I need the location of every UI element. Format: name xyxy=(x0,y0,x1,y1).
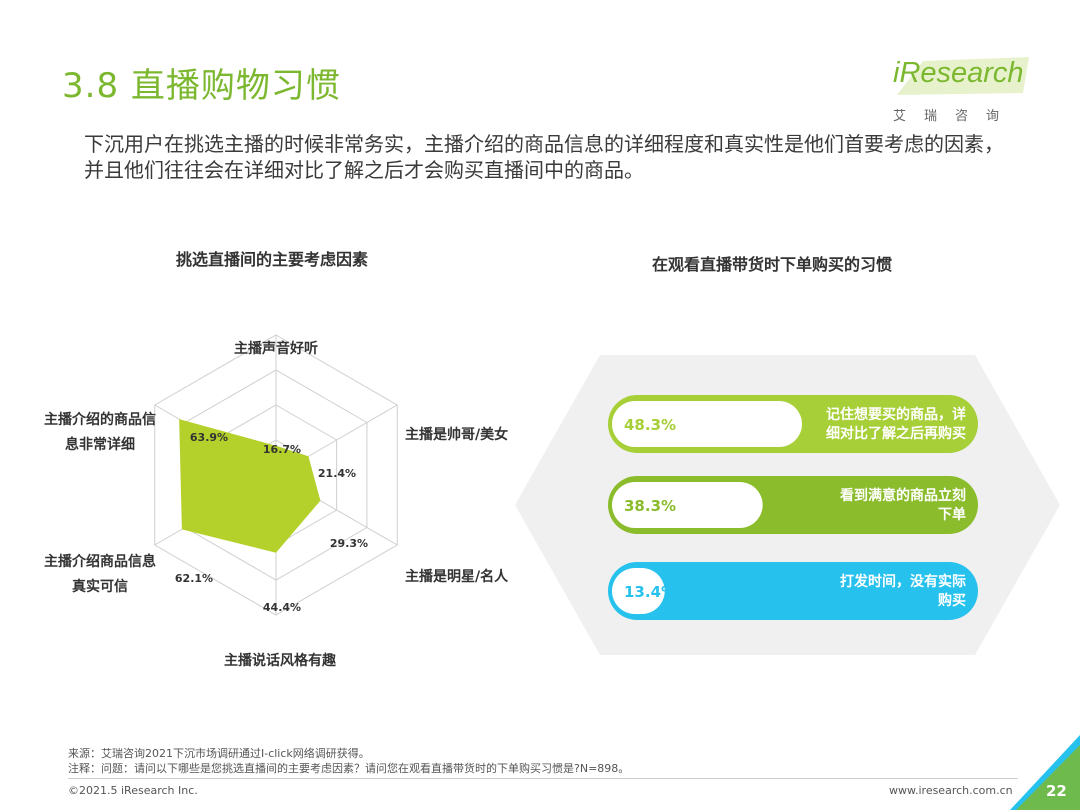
habit-bar-category-label: 看到满意的商品立刻下单 xyxy=(839,487,966,523)
habit-bar-chart: 48.3% 记住想要买的商品，详细对比了解之后再购买 38.3% 看到满意的商品立刻下… xyxy=(515,355,1060,655)
radar-axis-label: 主播说话风格有趣 xyxy=(224,652,337,669)
habit-bar-value-label: 13.4% xyxy=(624,583,676,601)
habit-bar-value-pill xyxy=(612,568,665,614)
radar-value-label: 16.7% xyxy=(263,443,301,456)
radar-value-label: 62.1% xyxy=(175,572,213,585)
copyright: ©2021.5 iResearch Inc. xyxy=(68,784,198,797)
page-number: 22 xyxy=(1046,782,1067,800)
logo-wordmark: iResearch xyxy=(893,57,1024,89)
habit-bar-value-label: 48.3% xyxy=(624,416,676,434)
source-note: 来源：艾瑞咨询2021下沉市场调研通过I-click网络调研获得。 xyxy=(68,747,370,760)
subtitle-line-2: 并且他们往往会在详细对比了解之后才会购买直播间中的商品。 xyxy=(84,158,644,182)
question-note: 注释：问题：请问以下哪些是您挑选直播间的主要考虑因素？请问您在观看直播带货时的下… xyxy=(68,762,630,775)
subtitle-line-1: 下沉用户在挑选主播的时候非常务实，主播介绍的商品信息的详细程度和真实性是他们首要… xyxy=(84,132,1004,156)
footer-divider xyxy=(68,778,1018,779)
radar-axis-label: 主播声音好听 xyxy=(234,340,318,357)
radar-value-label: 44.4% xyxy=(263,601,301,614)
radar-value-label: 29.3% xyxy=(330,537,368,550)
habit-bar-value-pill xyxy=(612,401,802,447)
habit-bar-value-label: 38.3% xyxy=(624,497,676,515)
radar-axis-label: 主播是明星/名人 xyxy=(405,568,509,585)
logo-swoosh-icon xyxy=(897,57,1029,95)
website-link[interactable]: www.iresearch.com.cn xyxy=(889,784,1013,797)
habit-bar-track xyxy=(608,562,978,620)
habit-chart-title: 在观看直播带货时下单购买的习惯 xyxy=(652,255,893,274)
footnote: 来源：艾瑞咨询2021下沉市场调研通过I-click网络调研获得。 注释：问题：… xyxy=(68,746,629,776)
logo-chinese: 艾瑞咨询 xyxy=(893,109,1018,124)
habit-bar-category-label: 记住想要买的商品，详细对比了解之后再购买 xyxy=(826,406,966,442)
radar-axis-label: 主播介绍商品信息真实可信 xyxy=(44,553,156,595)
corner-decoration xyxy=(1010,735,1080,810)
radar-axis-label: 主播介绍的商品信息非常详细 xyxy=(44,411,156,453)
radar-value-label: 21.4% xyxy=(318,467,356,480)
radar-value-labels: 16.7% 21.4% 29.3% 44.4% 62.1% 63.9% xyxy=(175,431,368,614)
radar-value-label: 63.9% xyxy=(190,431,228,444)
habit-bar-category-label: 打发时间，没有实际购买 xyxy=(840,573,966,609)
habit-bars: 48.3% 记住想要买的商品，详细对比了解之后再购买 38.3% 看到满意的商品立刻下… xyxy=(608,395,978,620)
radar-area xyxy=(179,419,321,553)
radar-axis-label: 主播是帅哥/美女 xyxy=(405,426,508,443)
page-subtitle: 下沉用户在挑选主播的时候非常务实，主播介绍的商品信息的详细程度和真实性是他们首要… xyxy=(84,131,1054,183)
radar-chart-title: 挑选直播间的主要考虑因素 xyxy=(176,250,369,269)
iresearch-logo: iResearch 艾瑞咨询 xyxy=(893,55,1033,125)
habit-bar-value-pill xyxy=(612,482,763,528)
page-title: 3.8 直播购物习惯 xyxy=(62,66,341,106)
